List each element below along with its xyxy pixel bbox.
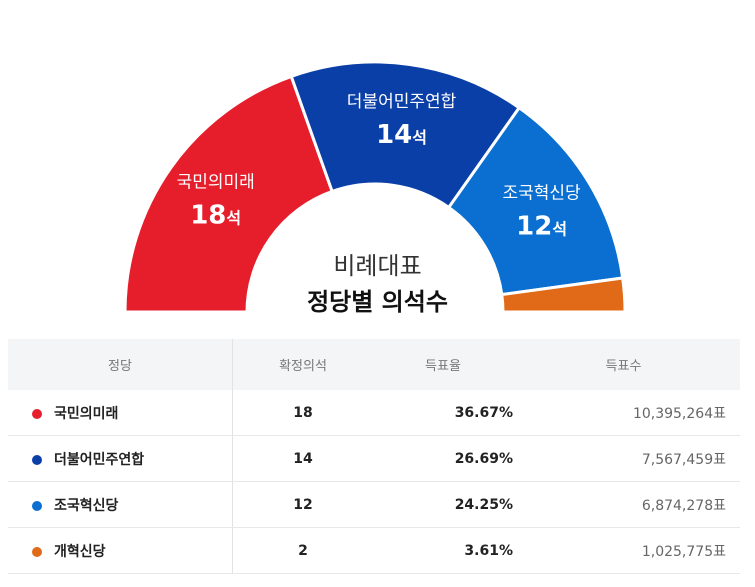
vote-rate-cell: 3.61%	[373, 527, 521, 574]
votes-unit: 표	[713, 451, 726, 468]
header-vote-rate: 득표율	[425, 359, 461, 374]
party-name: 국민의미래	[54, 405, 119, 422]
votes-value: 7,567,459	[641, 451, 714, 468]
votes-value: 10,395,264	[632, 405, 714, 422]
chart-center-title: 정당별 의석수	[307, 288, 448, 316]
segment-party-label: 더불어민주연합	[347, 92, 457, 112]
segment-seat-label: 18석	[190, 201, 241, 231]
seat-segment	[500, 276, 627, 314]
party-cell: 조국혁신당	[8, 481, 233, 528]
votes-unit: 표	[713, 543, 726, 560]
results-table: 정당 확정의석 득표율 득표수 국민의미래 18 36.67% 10,395,2…	[8, 339, 740, 574]
party-name: 개혁신당	[54, 543, 106, 560]
party-cell: 더불어민주연합	[8, 435, 233, 482]
header-seats: 확정의석	[279, 359, 327, 374]
segment-seat-label: 12석	[516, 212, 567, 242]
header-party: 정당	[8, 339, 233, 390]
vote-rate-cell: 24.25%	[373, 481, 521, 528]
party-color-dot	[32, 546, 42, 557]
votes-value: 6,874,278	[641, 497, 714, 514]
segment-party-label: 조국혁신당	[503, 184, 582, 204]
table-header-row: 정당 확정의석 득표율 득표수	[8, 339, 740, 390]
chart-center-label: 비례대표	[333, 252, 422, 280]
seats-cell: 2	[232, 527, 373, 574]
party-color-dot	[32, 500, 42, 511]
table-row: 국민의미래 18 36.67% 10,395,264표	[8, 390, 740, 436]
seats-cell: 18	[232, 390, 373, 436]
votes-cell: 7,567,459표	[521, 435, 740, 482]
segment-seat-label: 14석	[376, 120, 427, 150]
votes-value: 1,025,775	[641, 543, 714, 560]
party-name: 조국혁신당	[54, 497, 119, 514]
votes-cell: 1,025,775표	[521, 527, 740, 574]
vote-rate-cell: 26.69%	[373, 435, 521, 482]
party-cell: 국민의미래	[8, 390, 233, 436]
vote-rate-cell: 36.67%	[373, 390, 521, 436]
seat-segment	[289, 60, 522, 210]
seats-cell: 14	[232, 435, 373, 482]
table-row: 조국혁신당 12 24.25% 6,874,278표	[8, 481, 740, 528]
seats-cell: 12	[232, 481, 373, 528]
votes-cell: 10,395,264표	[521, 390, 740, 436]
seat-segment	[123, 74, 335, 314]
header-votes: 득표수	[605, 359, 642, 374]
votes-unit: 표	[713, 497, 726, 514]
party-color-dot	[32, 454, 42, 465]
party-color-dot	[32, 408, 42, 419]
votes-unit: 표	[713, 405, 726, 422]
segment-party-label: 국민의미래	[177, 173, 255, 193]
votes-cell: 6,874,278표	[521, 481, 740, 528]
party-name: 더불어민주연합	[54, 451, 145, 468]
party-cell: 개혁신당	[8, 527, 233, 574]
table-row: 개혁신당 2 3.61% 1,025,775표	[8, 527, 740, 574]
table-row: 더불어민주연합 14 26.69% 7,567,459표	[8, 435, 740, 482]
